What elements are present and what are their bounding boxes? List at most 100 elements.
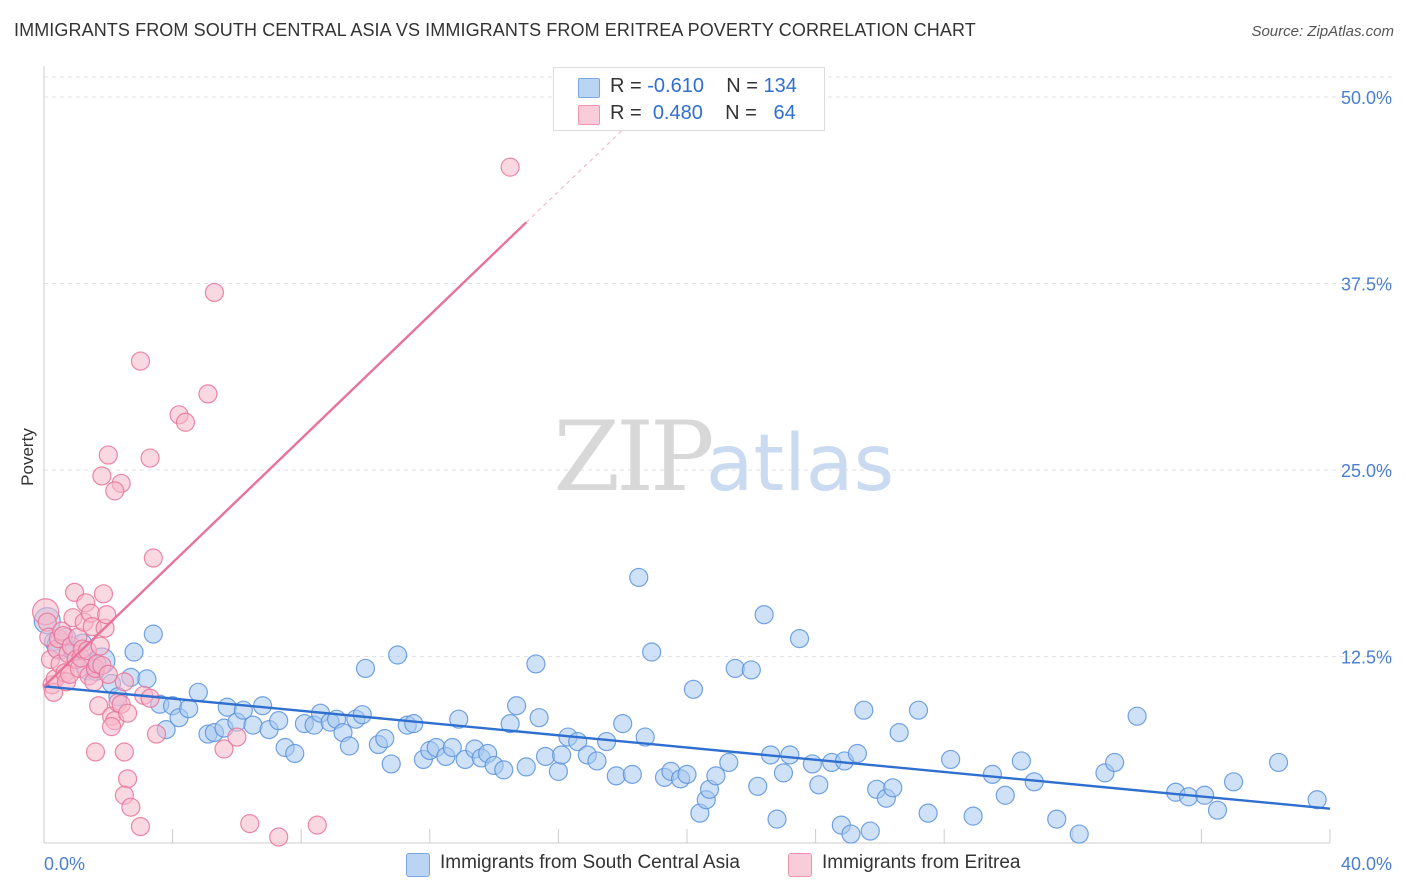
- point-south-central-asia: [683, 679, 704, 699]
- point-south-central-asia: [352, 705, 372, 725]
- point-south-central-asia: [613, 714, 633, 734]
- point-eritrea: [130, 351, 151, 371]
- axes: [43, 66, 1331, 844]
- y-axis-label: Poverty: [18, 428, 37, 486]
- point-eritrea: [98, 664, 118, 685]
- point-south-central-asia: [587, 751, 607, 771]
- point-south-central-asia: [748, 776, 768, 796]
- point-south-central-asia: [526, 654, 546, 674]
- legend-n-label: N =: [725, 102, 757, 124]
- point-south-central-asia: [606, 766, 626, 786]
- legend-r-value: -0.610: [647, 75, 704, 97]
- trend-lines: [43, 129, 1331, 810]
- point-south-central-asia: [535, 746, 556, 767]
- point-south-central-asia: [507, 696, 527, 716]
- point-south-central-asia: [622, 764, 642, 784]
- point-eritrea: [500, 157, 520, 177]
- legend-swatch-south-central-asia: [578, 78, 600, 98]
- point-south-central-asia: [355, 658, 376, 679]
- point-south-central-asia: [995, 785, 1015, 805]
- point-south-central-asia: [642, 642, 662, 662]
- point-eritrea: [269, 827, 289, 847]
- grid-lines: [44, 76, 1392, 657]
- point-south-central-asia: [725, 658, 745, 679]
- y-tick-label: 50.0%: [1341, 88, 1392, 108]
- point-south-central-asia: [529, 708, 549, 728]
- point-eritrea: [307, 815, 327, 835]
- point-south-central-asia: [516, 757, 536, 777]
- point-eritrea: [105, 481, 125, 501]
- watermark: ZIP atlas: [553, 401, 894, 513]
- point-eritrea: [114, 672, 134, 692]
- point-eritrea: [98, 445, 118, 465]
- point-south-central-asia: [500, 714, 520, 734]
- y-tick-label: 37.5%: [1341, 275, 1392, 295]
- point-south-central-asia: [1207, 800, 1228, 820]
- point-eritrea: [240, 814, 260, 834]
- chart-title: IMMIGRANTS FROM SOUTH CENTRAL ASIA VS IM…: [14, 20, 976, 40]
- point-south-central-asia: [552, 745, 572, 765]
- point-south-central-asia: [143, 624, 163, 644]
- point-south-central-asia: [706, 766, 726, 786]
- legend-r-label: R =: [610, 75, 642, 97]
- trendline-eritrea-extension: [525, 129, 624, 223]
- series-label-south-central-asia: Immigrants from South Central Asia: [440, 852, 740, 873]
- legend-n-label: N =: [726, 75, 758, 97]
- point-south-central-asia: [188, 682, 208, 702]
- point-south-central-asia: [889, 722, 909, 743]
- point-south-central-asia: [780, 745, 800, 765]
- data-points: [32, 157, 1327, 847]
- trendline-eritrea: [43, 221, 528, 688]
- x-tick-label: 40.0%: [1341, 854, 1392, 874]
- legend-r-value: 0.480: [652, 102, 703, 124]
- point-eritrea: [175, 412, 196, 432]
- point-south-central-asia: [918, 803, 938, 823]
- point-south-central-asia: [339, 736, 360, 756]
- point-south-central-asia: [629, 567, 649, 588]
- point-south-central-asia: [381, 754, 401, 774]
- point-south-central-asia: [285, 743, 305, 764]
- point-eritrea: [198, 384, 218, 404]
- source-label: Source: ZipAtlas.com: [1251, 23, 1394, 40]
- point-south-central-asia: [635, 727, 655, 747]
- point-south-central-asia: [741, 660, 761, 680]
- watermark-atlas: atlas: [706, 419, 895, 509]
- point-eritrea: [143, 548, 163, 568]
- series-legend: Immigrants from South Central Asia Immig…: [0, 852, 1406, 878]
- point-eritrea: [146, 724, 167, 744]
- point-south-central-asia: [179, 699, 199, 719]
- point-south-central-asia: [908, 700, 929, 720]
- point-eritrea: [140, 448, 160, 468]
- point-south-central-asia: [269, 711, 289, 731]
- point-south-central-asia: [719, 752, 739, 773]
- point-south-central-asia: [809, 775, 829, 795]
- point-south-central-asia: [883, 778, 903, 798]
- point-eritrea: [93, 584, 114, 604]
- point-south-central-asia: [854, 700, 874, 720]
- point-south-central-asia: [773, 763, 794, 783]
- legend-n-value: 134: [763, 75, 797, 97]
- point-south-central-asia: [375, 728, 395, 749]
- point-eritrea: [121, 797, 141, 817]
- point-south-central-asia: [1047, 809, 1067, 829]
- point-south-central-asia: [1069, 824, 1089, 844]
- y-tick-label: 12.5%: [1341, 648, 1392, 668]
- point-eritrea: [114, 742, 134, 762]
- series-swatch-eritrea: [788, 853, 812, 877]
- point-south-central-asia: [860, 821, 880, 841]
- y-tick-label: 25.0%: [1341, 461, 1392, 481]
- series-swatch-south-central-asia: [406, 853, 430, 877]
- point-south-central-asia: [789, 628, 810, 649]
- point-south-central-asia: [677, 764, 697, 784]
- legend-r-label: R =: [610, 102, 642, 124]
- legend-n-value: 64: [773, 102, 796, 124]
- point-south-central-asia: [802, 754, 822, 774]
- point-south-central-asia: [1268, 752, 1289, 773]
- point-south-central-asia: [963, 806, 983, 826]
- point-south-central-asia: [754, 605, 774, 625]
- point-eritrea: [90, 636, 110, 656]
- tick-labels: 12.5% 25.0% 37.5% 50.0% 0.0% 40.0%: [44, 88, 1392, 874]
- correlation-legend: R = -0.610 N = 134 R = 0.480 N = 64: [553, 67, 825, 131]
- point-eritrea: [97, 605, 117, 625]
